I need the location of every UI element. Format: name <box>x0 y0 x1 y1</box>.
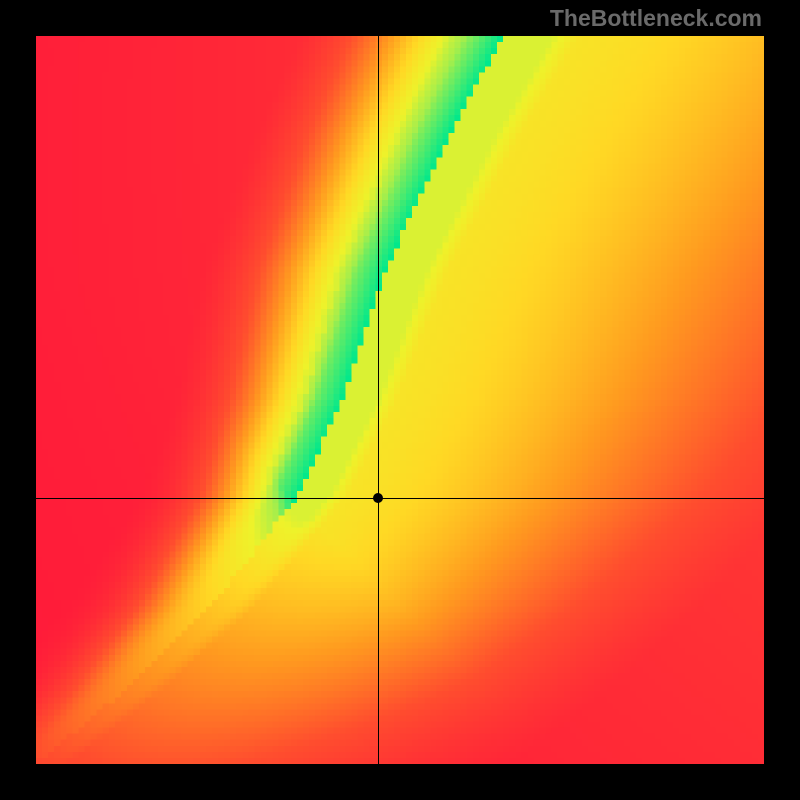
heatmap-canvas <box>36 36 764 764</box>
watermark-text: TheBottleneck.com <box>550 5 762 32</box>
plot-area <box>36 36 764 764</box>
chart-container: TheBottleneck.com <box>0 0 800 800</box>
crosshair-vertical <box>378 36 379 764</box>
crosshair-horizontal <box>36 498 764 499</box>
